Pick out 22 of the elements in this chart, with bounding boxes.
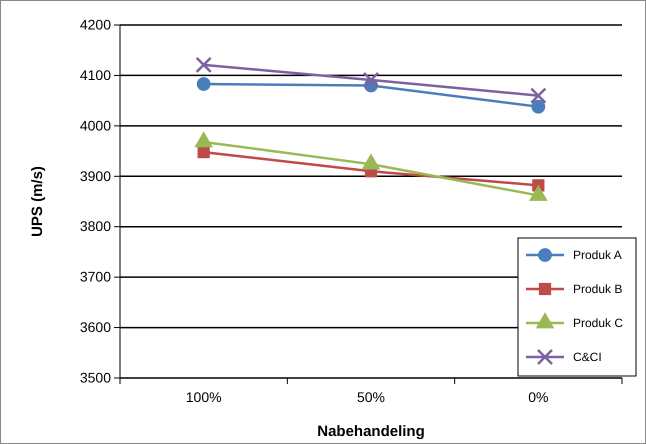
y-tick-label: 4100 [80, 66, 112, 83]
point [196, 77, 211, 91]
x-tick-label: 0% [528, 388, 548, 405]
y-tick-label: 3800 [80, 218, 112, 234]
y-tick-label: 3900 [80, 168, 112, 184]
y-tick-label: 4000 [80, 117, 112, 134]
point [531, 100, 546, 114]
x-tick-label: 100% [186, 388, 222, 405]
x-axis-title: Nabehandeling [317, 423, 425, 440]
x-tick-label: 50% [356, 388, 386, 405]
legend-label: Produk C [573, 316, 624, 330]
y-tick-label: 4200 [80, 16, 112, 32]
legend-label: Produk B [573, 282, 622, 296]
legend-label: Produk A [573, 248, 622, 262]
y-tick-label: 3600 [80, 319, 112, 336]
point [530, 87, 547, 104]
point [362, 72, 380, 88]
y-tick-label: 3700 [80, 268, 112, 285]
point [195, 56, 212, 74]
legend-label: C&CI [573, 350, 602, 364]
y-axis-title: UPS (m/s) [29, 166, 46, 237]
y-tick-label: 3500 [80, 369, 112, 386]
